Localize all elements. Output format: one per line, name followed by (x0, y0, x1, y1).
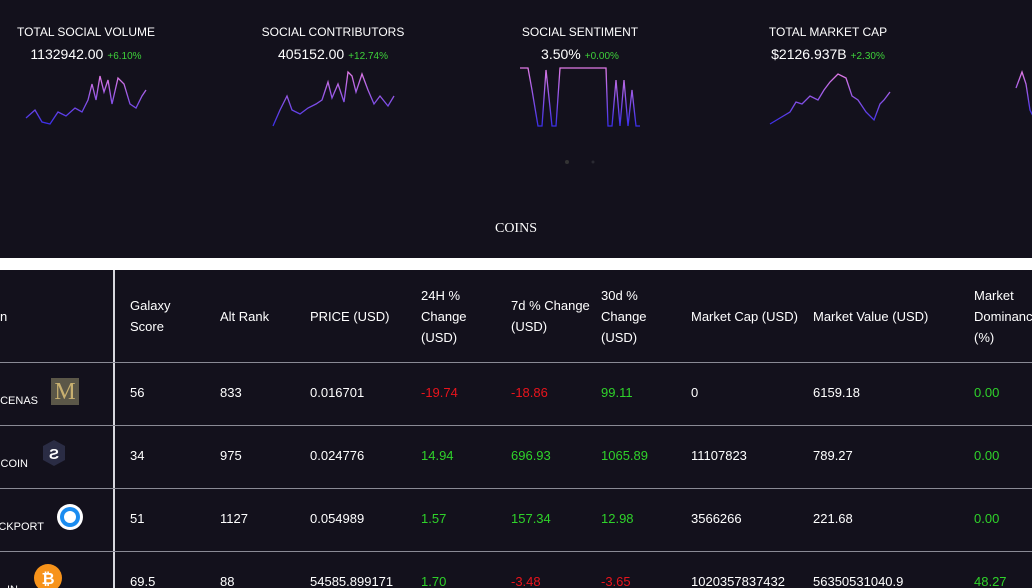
row-divider (0, 425, 1032, 426)
stat-change: +0.00% (584, 51, 619, 62)
sparklines (25, 67, 1032, 164)
coin-icon (51, 378, 79, 405)
table-cell: -3.65 (601, 574, 631, 588)
column-header[interactable]: Market Value (USD) (813, 308, 929, 324)
table-cell: 221.68 (813, 511, 853, 526)
table-cell: -3.48 (511, 574, 541, 588)
svg-text:M: M (54, 379, 75, 405)
table-cell: 1.70 (421, 574, 447, 588)
stat-card: TOTAL SOCIAL VOLUME 1132942.00 +6.10% (0, 24, 186, 62)
table-cell: 14.94 (421, 448, 454, 463)
stat-value: 1132942.00 (30, 46, 104, 62)
table-cell: 69.5 (130, 574, 156, 588)
coin-icons: M Ƨ ₿ (34, 378, 83, 588)
table-cell: 0 (691, 385, 699, 400)
table-cell: 11107823 (691, 448, 747, 463)
coin-name: COIN (0, 458, 29, 470)
table-cell: -19.74 (421, 385, 458, 400)
table-cell: 56350531040.9 (813, 574, 904, 588)
column-header[interactable]: Market Dominance (%) (974, 287, 1032, 345)
column-header[interactable]: PRICE (USD) (310, 308, 390, 324)
stat-value-row: $2126.937B +2.30% (728, 46, 928, 62)
stat-value: $2126.937B (771, 46, 847, 62)
table-cell: 0.054989 (310, 511, 365, 526)
coin-name: CKPORT (0, 521, 44, 533)
table-cell: 48.27 (974, 574, 1007, 588)
stat-label: SOCIAL CONTRIBUTORS (261, 25, 405, 39)
table-cell: 975 (220, 448, 242, 463)
table-cell: 1065.89 (601, 448, 648, 463)
stat-card: SOCIAL CONTRIBUTORS 405152.00 +12.74% (233, 24, 433, 62)
table-cell: 54585.899171 (310, 574, 394, 588)
coin-icon (43, 440, 65, 466)
column-header[interactable]: Alt Rank (220, 308, 270, 324)
carousel-dot[interactable] (591, 160, 595, 164)
divider (113, 270, 115, 588)
column-header[interactable]: 7d % Change (USD) (511, 298, 590, 334)
row-divider (0, 488, 1032, 489)
table-cell: 51 (130, 511, 145, 526)
stat-value-row: 405152.00 +12.74% (233, 46, 433, 62)
sparkline (520, 67, 640, 127)
table-cell: 0.00 (974, 448, 1000, 463)
table-cell: 833 (220, 385, 242, 400)
table-cell: 34 (130, 448, 145, 463)
table-cell: -18.86 (511, 385, 548, 400)
table-cell: 1127 (220, 511, 248, 526)
table-cell: 1.57 (421, 511, 447, 526)
table-cell: 1020357837432 (691, 574, 785, 588)
stat-change: +6.10% (107, 51, 142, 62)
table-cell: 99.11 (601, 385, 633, 400)
stat-card: SOCIAL SENTIMENT 3.50% +0.00% (480, 24, 680, 62)
table-cell: 0.00 (974, 385, 1000, 400)
table-cell: 88 (220, 574, 235, 588)
stat-label: SOCIAL SENTIMENT (521, 25, 639, 39)
table-cell: 3566266 (691, 511, 742, 526)
stat-label: TOTAL MARKET CAP (768, 25, 888, 39)
coins-table: M Ƨ ₿ n Galaxy Score Alt Rank PRICE (USD) 24… (0, 270, 1032, 588)
section-title: COINS (494, 221, 537, 236)
column-header[interactable]: Market Cap (USD) (691, 308, 798, 324)
row-divider (0, 362, 1032, 363)
stats-panel: TOTAL SOCIAL VOLUME 1132942.00 +6.10% SOCIA… (0, 0, 1032, 258)
stat-change: +12.74% (348, 51, 388, 62)
coin-name: CENAS (0, 395, 38, 407)
stat-value: 405152.00 (278, 46, 345, 62)
stat-value: 3.50% (541, 46, 581, 62)
carousel-dot[interactable] (565, 160, 569, 164)
table-cell: 56 (130, 385, 145, 400)
column-header[interactable]: n (0, 308, 8, 324)
stat-card: TOTAL MARKET CAP $2126.937B +2.30% (728, 24, 928, 62)
stat-change: +2.30% (850, 51, 885, 62)
column-header[interactable]: 24H % Change (USD) (421, 287, 467, 345)
sparkline (1015, 70, 1032, 116)
table-cell: 0.016701 (310, 385, 365, 400)
stat-label: TOTAL SOCIAL VOLUME (16, 25, 156, 39)
coin-name: IN (7, 584, 18, 588)
stat-value-row: 1132942.00 +6.10% (0, 46, 186, 62)
sparkline (272, 70, 395, 127)
coin-icon (34, 564, 62, 588)
column-header[interactable]: 30d % Change (USD) (601, 287, 647, 345)
table-cell: 0.00 (974, 511, 1000, 526)
table-cell: 789.27 (813, 448, 853, 463)
table-cell: 12.98 (601, 511, 634, 526)
stat-value-row: 3.50% +0.00% (480, 46, 680, 62)
sparkline (769, 73, 891, 125)
table-cell: 6159.18 (813, 385, 860, 400)
row-divider (0, 551, 1032, 552)
table-cell: 157.34 (511, 511, 551, 526)
table-cell: 0.024776 (310, 448, 365, 463)
column-header[interactable]: Galaxy Score (130, 298, 171, 334)
sparkline (25, 75, 147, 125)
svg-text:₿: ₿ (41, 570, 54, 588)
svg-text:Ƨ: Ƨ (49, 446, 59, 463)
table-cell: 696.93 (511, 448, 551, 463)
